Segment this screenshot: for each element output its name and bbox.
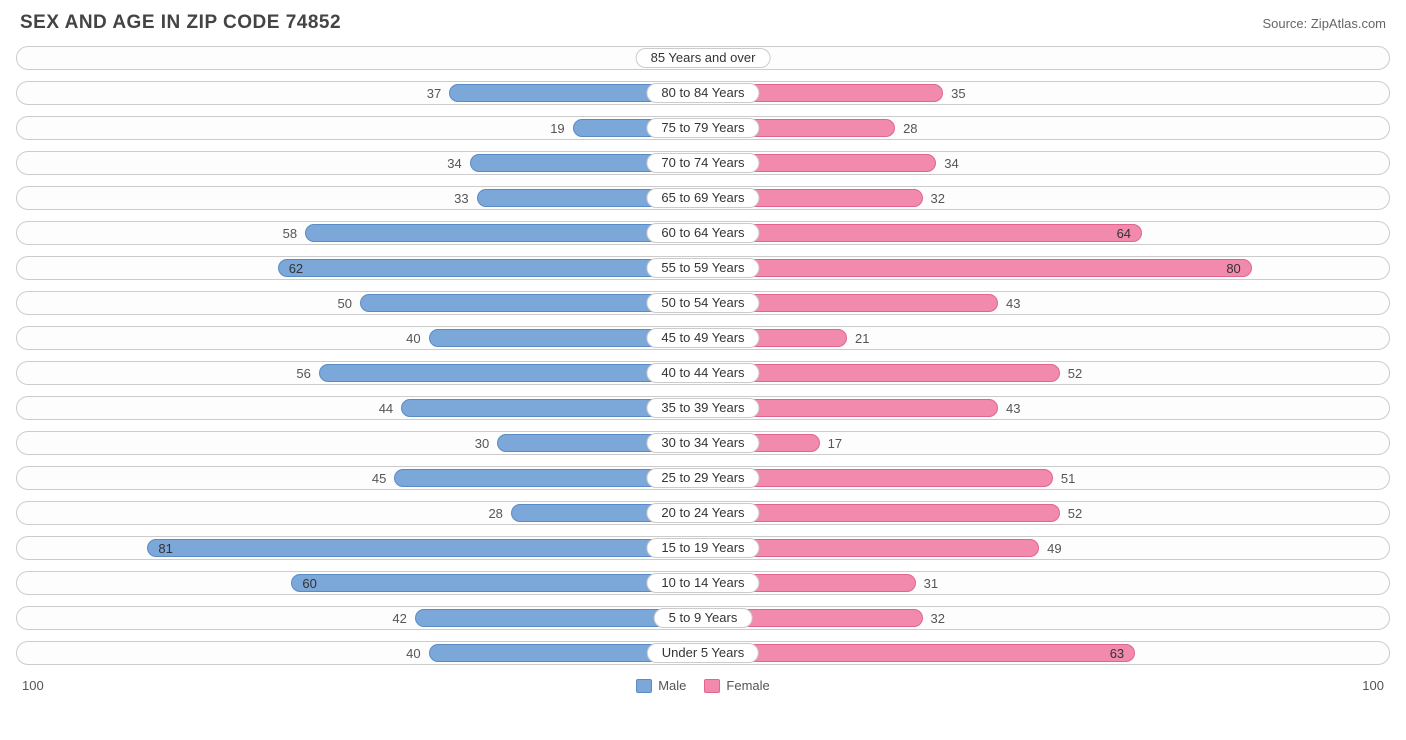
male-value: 45 — [364, 471, 394, 486]
female-value: 32 — [923, 611, 953, 626]
female-value: 43 — [998, 401, 1028, 416]
pyramid-row: 42 32 5 to 9 Years — [16, 606, 1390, 630]
male-value: 56 — [288, 366, 318, 381]
female-bar: 80 — [703, 259, 1252, 277]
male-value: 37 — [419, 86, 449, 101]
axis-left-max: 100 — [22, 678, 44, 693]
female-value: 32 — [923, 191, 953, 206]
male-value: 81 — [148, 541, 182, 556]
pyramid-row: 60 31 10 to 14 Years — [16, 571, 1390, 595]
male-bar: 81 — [147, 539, 703, 557]
chart-source: Source: ZipAtlas.com — [1262, 16, 1386, 31]
female-value: 43 — [998, 296, 1028, 311]
male-value: 28 — [480, 506, 510, 521]
legend-label-male: Male — [658, 678, 686, 693]
age-group-label: 5 to 9 Years — [654, 608, 753, 628]
male-value: 40 — [398, 646, 428, 661]
female-value: 34 — [936, 156, 966, 171]
male-bar — [319, 364, 703, 382]
pyramid-row: 50 43 50 to 54 Years — [16, 291, 1390, 315]
female-value: 51 — [1053, 471, 1083, 486]
age-group-label: 35 to 39 Years — [646, 398, 759, 418]
female-value: 52 — [1060, 506, 1090, 521]
male-value: 40 — [398, 331, 428, 346]
pyramid-row: 45 51 25 to 29 Years — [16, 466, 1390, 490]
age-group-label: 55 to 59 Years — [646, 258, 759, 278]
female-value: 80 — [1216, 261, 1250, 276]
age-group-label: 15 to 19 Years — [646, 538, 759, 558]
age-group-label: Under 5 Years — [647, 643, 759, 663]
population-pyramid-chart: 6185 Years and over 37 35 80 to 84 Years 19 2… — [16, 46, 1390, 665]
female-value: 63 — [1100, 646, 1134, 661]
male-value: 60 — [292, 576, 326, 591]
male-bar: 62 — [278, 259, 703, 277]
male-value: 50 — [330, 296, 360, 311]
age-group-label: 30 to 34 Years — [646, 433, 759, 453]
pyramid-row: 37 35 80 to 84 Years — [16, 81, 1390, 105]
pyramid-row: 6185 Years and over — [16, 46, 1390, 70]
axis-row: 100 Male Female 100 — [16, 676, 1390, 693]
male-value: 42 — [384, 611, 414, 626]
male-bar — [305, 224, 703, 242]
pyramid-row: 44 43 35 to 39 Years — [16, 396, 1390, 420]
age-group-label: 60 to 64 Years — [646, 223, 759, 243]
legend-item-male: Male — [636, 678, 686, 693]
pyramid-row: 81 49 15 to 19 Years — [16, 536, 1390, 560]
pyramid-row: 58 64 60 to 64 Years — [16, 221, 1390, 245]
pyramid-row: 40 21 45 to 49 Years — [16, 326, 1390, 350]
male-value: 30 — [467, 436, 497, 451]
pyramid-row: 30 17 30 to 34 Years — [16, 431, 1390, 455]
age-group-label: 45 to 49 Years — [646, 328, 759, 348]
female-value: 28 — [895, 121, 925, 136]
male-bar: 60 — [291, 574, 703, 592]
legend-swatch-female — [704, 679, 720, 693]
age-group-label: 10 to 14 Years — [646, 573, 759, 593]
male-value: 33 — [446, 191, 476, 206]
pyramid-row: 56 52 40 to 44 Years — [16, 361, 1390, 385]
male-value: 19 — [542, 121, 572, 136]
female-value: 64 — [1107, 226, 1141, 241]
age-group-label: 80 to 84 Years — [646, 83, 759, 103]
male-value: 62 — [279, 261, 313, 276]
age-group-label: 70 to 74 Years — [646, 153, 759, 173]
age-group-label: 85 Years and over — [636, 48, 771, 68]
legend-swatch-male — [636, 679, 652, 693]
female-value: 49 — [1039, 541, 1069, 556]
pyramid-row: 40 63 Under 5 Years — [16, 641, 1390, 665]
female-value: 17 — [820, 436, 850, 451]
legend-label-female: Female — [726, 678, 769, 693]
pyramid-row: 28 52 20 to 24 Years — [16, 501, 1390, 525]
chart-header: SEX AND AGE IN ZIP CODE 74852 Source: Zi… — [16, 12, 1390, 34]
female-value: 21 — [847, 331, 877, 346]
female-bar: 63 — [703, 644, 1135, 662]
female-bar: 64 — [703, 224, 1142, 242]
axis-right-max: 100 — [1362, 678, 1384, 693]
female-value: 31 — [916, 576, 946, 591]
female-value: 35 — [943, 86, 973, 101]
age-group-label: 40 to 44 Years — [646, 363, 759, 383]
age-group-label: 50 to 54 Years — [646, 293, 759, 313]
female-value: 52 — [1060, 366, 1090, 381]
legend: Male Female — [636, 678, 770, 693]
age-group-label: 65 to 69 Years — [646, 188, 759, 208]
pyramid-row: 33 32 65 to 69 Years — [16, 186, 1390, 210]
legend-item-female: Female — [704, 678, 769, 693]
male-value: 44 — [371, 401, 401, 416]
chart-title: SEX AND AGE IN ZIP CODE 74852 — [20, 12, 341, 34]
pyramid-row: 62 80 55 to 59 Years — [16, 256, 1390, 280]
pyramid-row: 19 28 75 to 79 Years — [16, 116, 1390, 140]
male-value: 58 — [275, 226, 305, 241]
pyramid-row: 34 34 70 to 74 Years — [16, 151, 1390, 175]
age-group-label: 25 to 29 Years — [646, 468, 759, 488]
male-value: 34 — [439, 156, 469, 171]
age-group-label: 20 to 24 Years — [646, 503, 759, 523]
age-group-label: 75 to 79 Years — [646, 118, 759, 138]
